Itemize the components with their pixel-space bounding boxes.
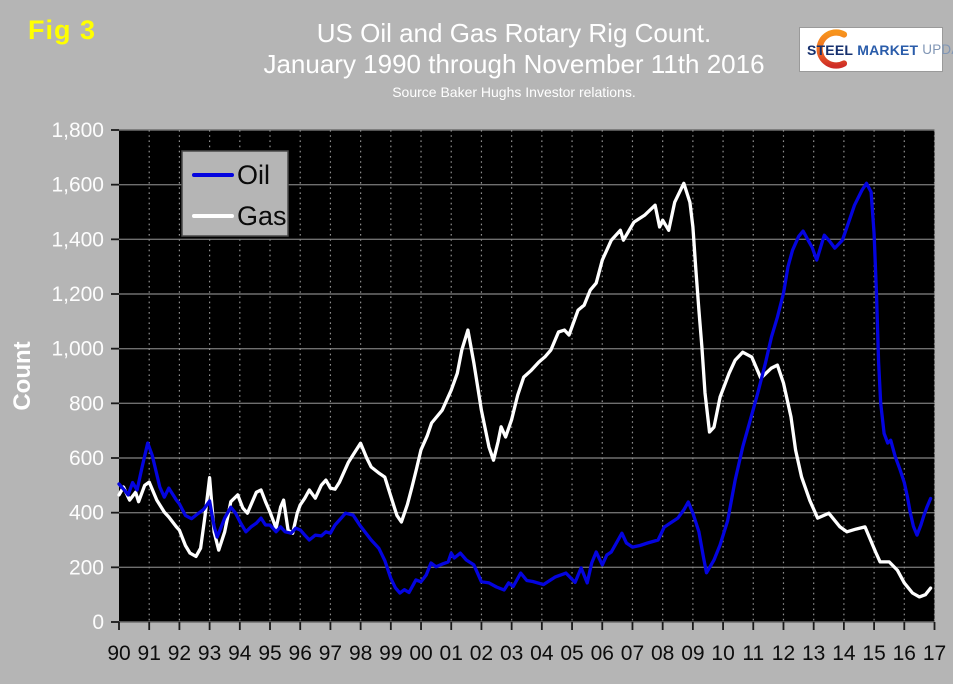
x-tick-label: 90 [107,642,130,665]
x-tick-label: 99 [379,642,402,665]
x-tick-label: 05 [560,642,583,665]
legend-box [181,150,289,237]
x-tick-label: 02 [470,642,493,665]
x-tick-label: 17 [923,642,946,665]
logo-word-update: UPDATE [922,42,953,57]
x-tick-label: 97 [319,642,342,665]
x-tick-label: 06 [591,642,614,665]
oil-series-line [117,181,933,595]
y-tick-label: 1,200 [51,283,104,306]
y-tick-label: 800 [69,392,104,415]
x-tick-label: 04 [530,642,554,665]
x-tick-label: 14 [832,642,856,665]
y-tick-label: 1,000 [51,338,104,361]
y-tick-label: 400 [69,502,104,525]
x-tick-label: 11 [742,642,764,665]
x-tick-label: 98 [349,642,372,665]
logo-word-market: MARKET [853,41,919,58]
logo-word-steel: STEEL [807,41,854,58]
chart-subtitle: January 1990 through November 11th 2016 [263,49,765,79]
legend-label-oil: Oil [237,160,270,190]
x-tick-label: 93 [198,642,221,665]
chart-source: Source Baker Hughs Investor relations. [392,84,636,100]
figure-label: Fig 3 [28,15,97,45]
y-tick-label: 600 [69,447,104,470]
x-tick-label: 94 [228,642,252,665]
x-tick-label: 16 [893,642,916,665]
x-tick-label: 00 [409,642,432,665]
y-tick-label: 0 [92,611,104,634]
x-tick-label: 01 [440,642,463,665]
logo-crescent-icon [816,29,848,69]
logo-text: STEEL MARKET UPDATE [807,28,953,71]
x-tick-label: 12 [772,642,795,665]
y-tick-label: 1,600 [51,174,104,197]
y-axis-title: Count [9,341,36,410]
y-tick-label: 1,800 [51,119,104,142]
x-tick-label: 10 [711,642,734,665]
x-tick-label: 96 [289,642,312,665]
x-tick-label: 09 [681,642,704,665]
x-tick-label: 95 [258,642,281,665]
x-tick-label: 03 [500,642,523,665]
legend-label-gas: Gas [237,201,287,231]
y-tick-label: 1,400 [51,228,104,251]
chart-title: US Oil and Gas Rotary Rig Count. [316,18,712,48]
x-tick-label: 07 [621,642,644,665]
x-tick-label: 08 [651,642,674,665]
x-tick-label: 91 [138,642,161,665]
y-tick-label: 200 [69,556,104,579]
gas-series-line [117,181,933,599]
x-tick-label: 92 [168,642,191,665]
x-tick-label: 13 [802,642,825,665]
steel-market-update-logo: STEEL MARKET UPDATE [799,27,953,72]
chart-header: US Oil and Gas Rotary Rig Count. January… [75,18,953,102]
x-tick-label: 15 [862,642,885,665]
